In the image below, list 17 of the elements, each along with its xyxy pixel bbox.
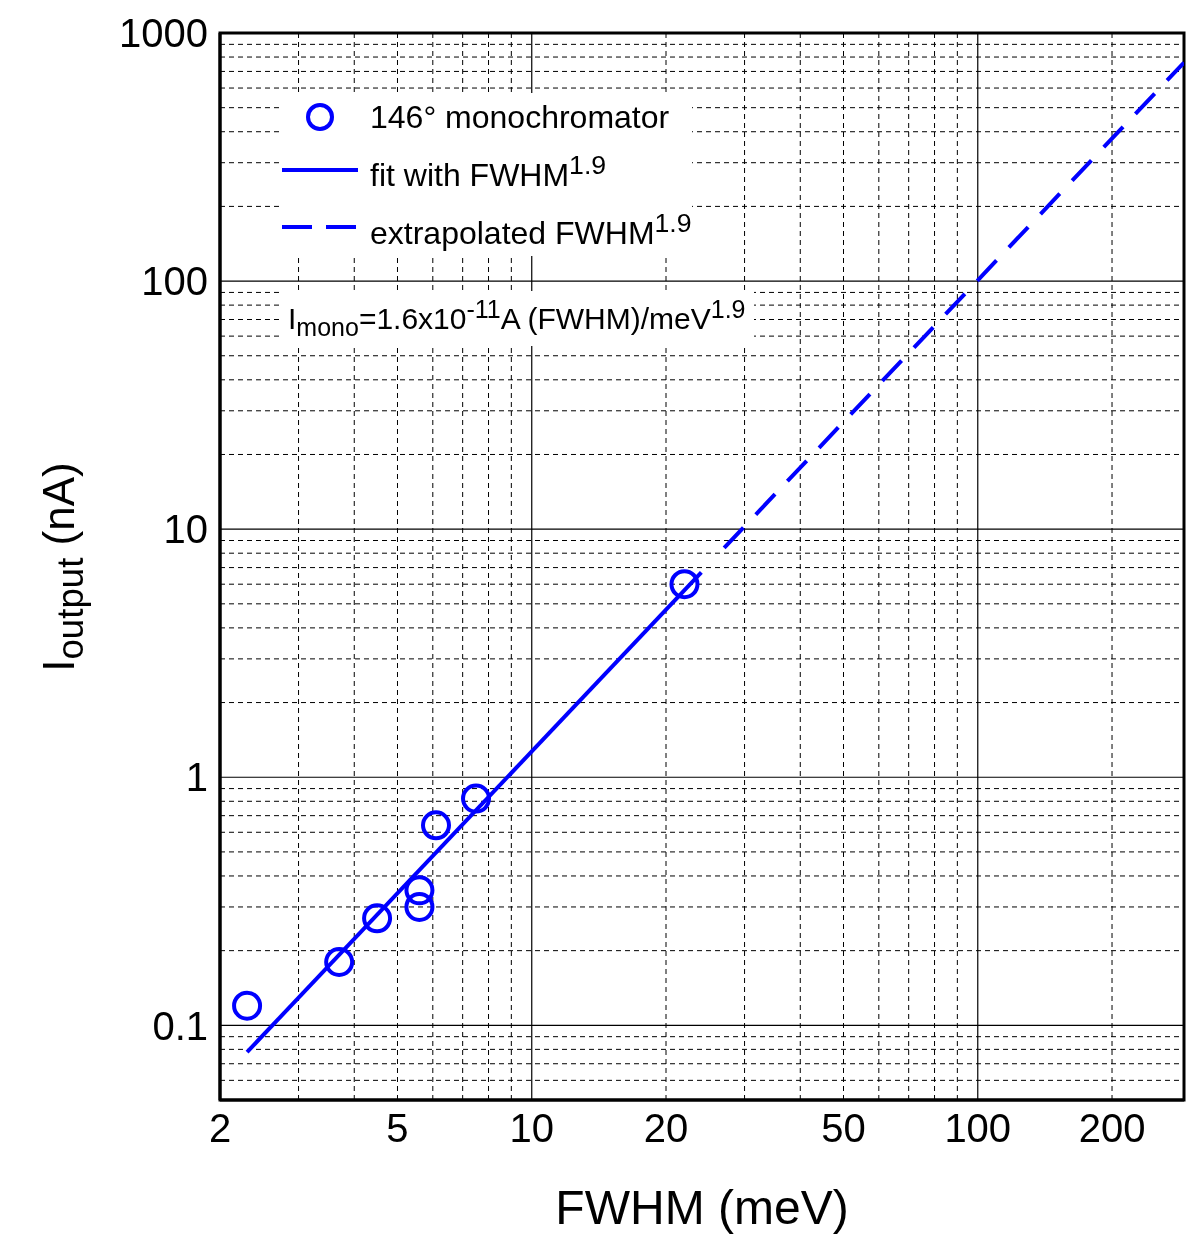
y-tick-label: 100 — [141, 259, 208, 304]
x-tick-label: 10 — [509, 1106, 554, 1151]
y-tick-label: 0.1 — [152, 1003, 208, 1048]
y-tick-label: 1000 — [119, 11, 208, 56]
x-tick-label: 200 — [1078, 1106, 1146, 1151]
x-axis-title: FWHM (meV) — [554, 1180, 850, 1235]
annotation: I$_{mono}$=1.6x10$^{-11}$A (FWHM)/meV$^{1.9}$ — [280, 291, 754, 346]
x-tick-label: 5 — [386, 1106, 409, 1151]
y-tick-label: 10 — [163, 507, 208, 552]
x-tick-label: 2 — [208, 1106, 232, 1151]
legend-label: extrapolated FWHM$^{1.9}$ — [370, 206, 692, 253]
x-tick-label: 20 — [643, 1106, 689, 1151]
legend-label: 146° monochromator — [370, 98, 670, 137]
legend-label: fit with FWHM$^{1.9}$ — [370, 149, 607, 195]
x-tick-label: 50 — [821, 1106, 866, 1151]
x-tick-label: 100 — [944, 1106, 1012, 1151]
y-tick-label: 1 — [185, 755, 208, 800]
